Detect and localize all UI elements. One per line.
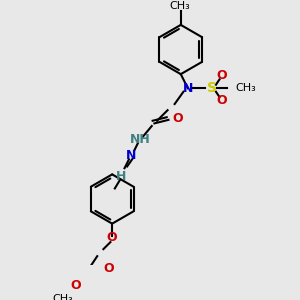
Text: O: O [70,279,81,292]
Text: NH: NH [130,133,151,146]
Text: O: O [216,94,226,107]
Text: O: O [172,112,183,124]
Text: O: O [103,262,114,275]
Text: N: N [183,82,193,95]
Text: CH₃: CH₃ [169,1,190,10]
Text: H: H [116,170,126,183]
Text: O: O [107,231,118,244]
Text: CH₃: CH₃ [52,294,73,300]
Text: O: O [216,69,226,82]
Text: S: S [207,81,218,95]
Text: N: N [126,148,137,161]
Text: CH₃: CH₃ [235,83,256,93]
